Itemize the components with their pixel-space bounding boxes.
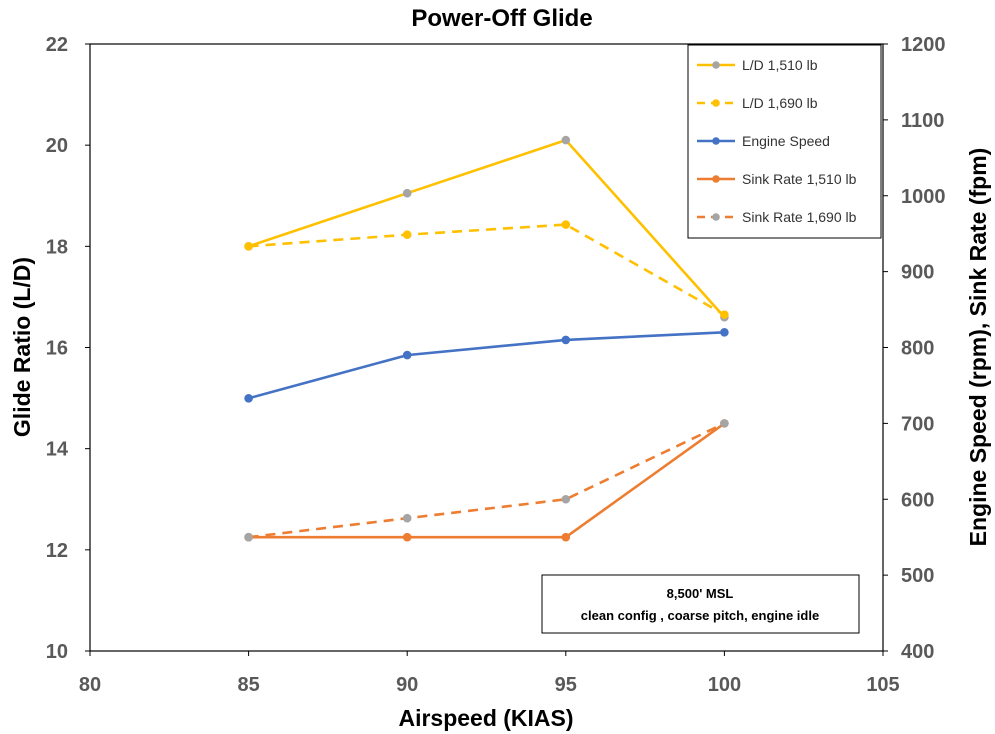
data-point bbox=[561, 532, 571, 542]
data-point bbox=[720, 328, 729, 337]
legend-label: Sink Rate 1,510 lb bbox=[742, 171, 857, 187]
data-point bbox=[402, 532, 412, 542]
data-point bbox=[402, 230, 412, 239]
annotation-line-1: 8,500' MSL bbox=[667, 586, 734, 601]
legend-marker bbox=[712, 61, 720, 69]
annotation: 8,500' MSL clean config , coarse pitch, … bbox=[541, 574, 860, 634]
series-line-3 bbox=[248, 422, 726, 539]
x-tick-label: 105 bbox=[866, 674, 899, 696]
y2-tick-label: 1000 bbox=[901, 186, 946, 208]
series-line-2 bbox=[248, 331, 725, 400]
data-point bbox=[561, 335, 571, 345]
data-point bbox=[244, 394, 253, 403]
data-point bbox=[561, 220, 571, 229]
legend-marker bbox=[712, 213, 720, 221]
data-point bbox=[244, 532, 253, 542]
legend-marker bbox=[712, 175, 720, 183]
data-point bbox=[561, 494, 571, 504]
y2-tick-label: 800 bbox=[901, 338, 934, 360]
y-tick-label: 20 bbox=[46, 135, 68, 157]
annotation-line-2: clean config , coarse pitch, engine idle bbox=[581, 608, 819, 623]
legend-label: L/D 1,690 lb bbox=[742, 95, 818, 111]
data-point bbox=[402, 350, 412, 360]
y-axis-left: 10 12 14 16 18 20 22 bbox=[46, 34, 90, 663]
x-tick-label: 85 bbox=[237, 674, 259, 696]
legend: L/D 1,510 lb L/D 1,690 lb Engine Speed Sink… bbox=[687, 44, 882, 239]
data-point bbox=[561, 135, 571, 145]
data-point bbox=[720, 310, 729, 319]
series-line-0 bbox=[248, 138, 726, 318]
y-tick-label: 18 bbox=[46, 236, 68, 258]
y2-axis-label: Engine Speed (rpm), Sink Rate (fpm) bbox=[965, 148, 991, 547]
y-tick-label: 16 bbox=[46, 338, 68, 360]
data-point bbox=[244, 242, 253, 251]
legend-label: L/D 1,510 lb bbox=[742, 57, 818, 73]
y-tick-label: 12 bbox=[46, 540, 68, 562]
y-axis-label: Glide Ratio (L/D) bbox=[9, 257, 35, 437]
y2-tick-label: 400 bbox=[901, 641, 934, 663]
y-tick-label: 22 bbox=[46, 34, 68, 56]
x-axis: 80 85 90 95 100 105 bbox=[79, 651, 900, 696]
legend-label: Sink Rate 1,690 lb bbox=[742, 209, 857, 225]
x-axis-label: Airspeed (KIAS) bbox=[398, 705, 573, 731]
y-tick-label: 14 bbox=[46, 439, 69, 461]
legend-marker bbox=[712, 99, 720, 107]
legend-label: Engine Speed bbox=[742, 133, 830, 149]
y2-tick-label: 700 bbox=[901, 413, 934, 435]
series-line-1 bbox=[248, 223, 726, 316]
x-tick-label: 100 bbox=[708, 674, 741, 696]
x-tick-label: 80 bbox=[79, 674, 101, 696]
y2-tick-label: 1200 bbox=[901, 34, 946, 56]
y2-tick-label: 500 bbox=[901, 565, 934, 587]
series-line-4 bbox=[248, 422, 725, 539]
y-tick-label: 10 bbox=[46, 641, 68, 663]
annotation-box bbox=[541, 574, 860, 634]
data-point bbox=[402, 188, 412, 198]
data-point bbox=[720, 419, 729, 428]
x-tick-label: 90 bbox=[396, 674, 418, 696]
legend-marker bbox=[712, 137, 720, 145]
y-axis-right: 400 500 600 700 800 900 1000 1100 1200 bbox=[883, 34, 946, 663]
y2-tick-label: 900 bbox=[901, 262, 934, 284]
x-tick-label: 95 bbox=[555, 674, 577, 696]
series-layer bbox=[244, 135, 729, 542]
chart-title: Power-Off Glide bbox=[411, 5, 592, 32]
y2-tick-label: 600 bbox=[901, 489, 934, 511]
y2-tick-label: 1100 bbox=[901, 110, 944, 132]
data-point bbox=[402, 513, 412, 523]
